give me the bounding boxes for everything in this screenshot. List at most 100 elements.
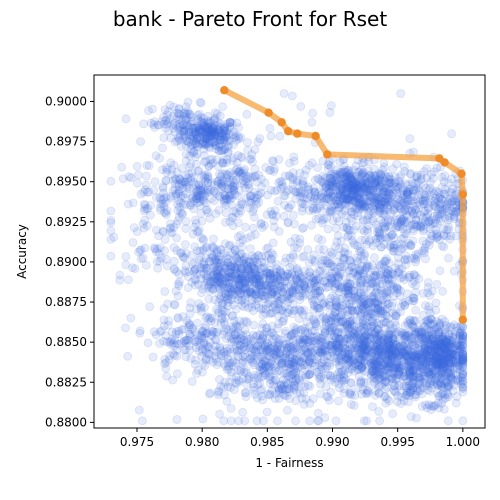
scatter-point xyxy=(206,185,216,195)
scatter-point xyxy=(203,170,212,180)
scatter-point xyxy=(224,176,234,186)
scatter-point xyxy=(369,192,379,202)
scatter-point xyxy=(322,391,332,401)
scatter-point xyxy=(250,230,260,239)
scatter-point xyxy=(181,200,191,210)
scatter-point xyxy=(213,176,222,186)
scatter-point xyxy=(449,210,459,220)
scatter-point xyxy=(225,168,235,177)
scatter-point xyxy=(208,130,218,140)
scatter-point xyxy=(231,166,241,175)
scatter-point xyxy=(237,358,247,368)
scatter-point xyxy=(181,111,191,120)
scatter-point xyxy=(370,174,380,184)
scatter-point xyxy=(218,135,228,145)
scatter-point xyxy=(153,263,163,273)
scatter-point xyxy=(317,235,327,245)
scatter-point xyxy=(217,181,227,191)
scatter-point xyxy=(210,127,220,137)
scatter-point xyxy=(374,382,384,392)
scatter-point xyxy=(169,243,179,252)
scatter-point xyxy=(184,267,194,277)
scatter-point xyxy=(188,140,198,150)
scatter-point xyxy=(245,203,255,213)
scatter-point xyxy=(140,215,150,225)
scatter-point xyxy=(353,193,363,203)
scatter-point xyxy=(419,248,429,258)
scatter-point xyxy=(171,191,181,201)
scatter-point xyxy=(225,240,235,250)
scatter-point xyxy=(136,189,146,199)
scatter-point xyxy=(222,173,232,183)
scatter-point xyxy=(243,138,252,147)
scatter-point xyxy=(199,138,209,148)
scatter-point xyxy=(161,115,171,125)
scatter-point xyxy=(169,124,178,133)
scatter-point xyxy=(209,196,219,206)
scatter-point xyxy=(313,339,323,349)
scatter-point xyxy=(298,199,308,209)
scatter-point xyxy=(181,136,191,146)
scatter-point xyxy=(181,217,191,226)
scatter-point xyxy=(174,196,184,206)
scatter-point xyxy=(432,351,442,361)
scatter-point xyxy=(197,260,207,269)
scatter-point xyxy=(142,160,152,170)
scatter-point xyxy=(168,185,178,195)
scatter-point xyxy=(200,128,210,138)
scatter-point xyxy=(170,127,180,137)
scatter-point xyxy=(233,365,243,375)
scatter-point xyxy=(201,134,211,144)
scatter-point xyxy=(205,126,214,136)
scatter-point xyxy=(274,155,284,164)
scatter-point xyxy=(189,148,199,158)
scatter-point xyxy=(204,118,214,128)
scatter-point xyxy=(254,198,264,207)
scatter-point xyxy=(180,177,190,187)
scatter-point xyxy=(443,416,453,426)
scatter-point xyxy=(191,138,201,148)
scatter-point xyxy=(156,194,166,204)
scatter-point xyxy=(219,135,229,145)
scatter-point xyxy=(209,115,219,124)
scatter-point xyxy=(357,344,367,353)
scatter-point xyxy=(225,195,235,205)
scatter-point xyxy=(151,151,161,161)
scatter-point xyxy=(255,134,265,143)
scatter-point xyxy=(275,380,285,390)
scatter-point xyxy=(300,328,310,338)
scatter-point xyxy=(183,97,193,107)
scatter-point xyxy=(162,261,172,271)
scatter-point xyxy=(188,123,198,133)
scatter-point xyxy=(370,198,380,208)
scatter-point xyxy=(429,167,439,177)
scatter-point xyxy=(246,354,256,364)
scatter-point xyxy=(176,198,186,208)
scatter-point xyxy=(264,165,274,175)
scatter-point xyxy=(333,192,343,202)
scatter-point xyxy=(220,191,230,200)
scatter-point xyxy=(140,200,150,210)
scatter-point xyxy=(411,257,421,267)
scatter-point xyxy=(288,185,298,195)
scatter-point xyxy=(162,119,172,129)
scatter-point xyxy=(254,190,264,200)
scatter-point xyxy=(353,291,363,301)
scatter-point xyxy=(380,205,389,215)
scatter-point xyxy=(237,153,247,163)
scatter-point xyxy=(397,365,407,374)
scatter-point xyxy=(358,318,368,328)
scatter-point xyxy=(135,328,145,338)
scatter-point xyxy=(170,179,180,189)
scatter-point xyxy=(163,118,173,128)
scatter-point xyxy=(124,172,134,182)
scatter-point xyxy=(229,316,239,326)
scatter-point xyxy=(160,105,170,114)
scatter-point xyxy=(173,112,182,122)
scatter-point xyxy=(184,109,194,119)
scatter-point xyxy=(384,179,393,189)
scatter-point xyxy=(299,345,309,355)
scatter-point xyxy=(174,212,184,222)
scatter-point xyxy=(240,345,250,355)
scatter-point xyxy=(353,167,363,177)
